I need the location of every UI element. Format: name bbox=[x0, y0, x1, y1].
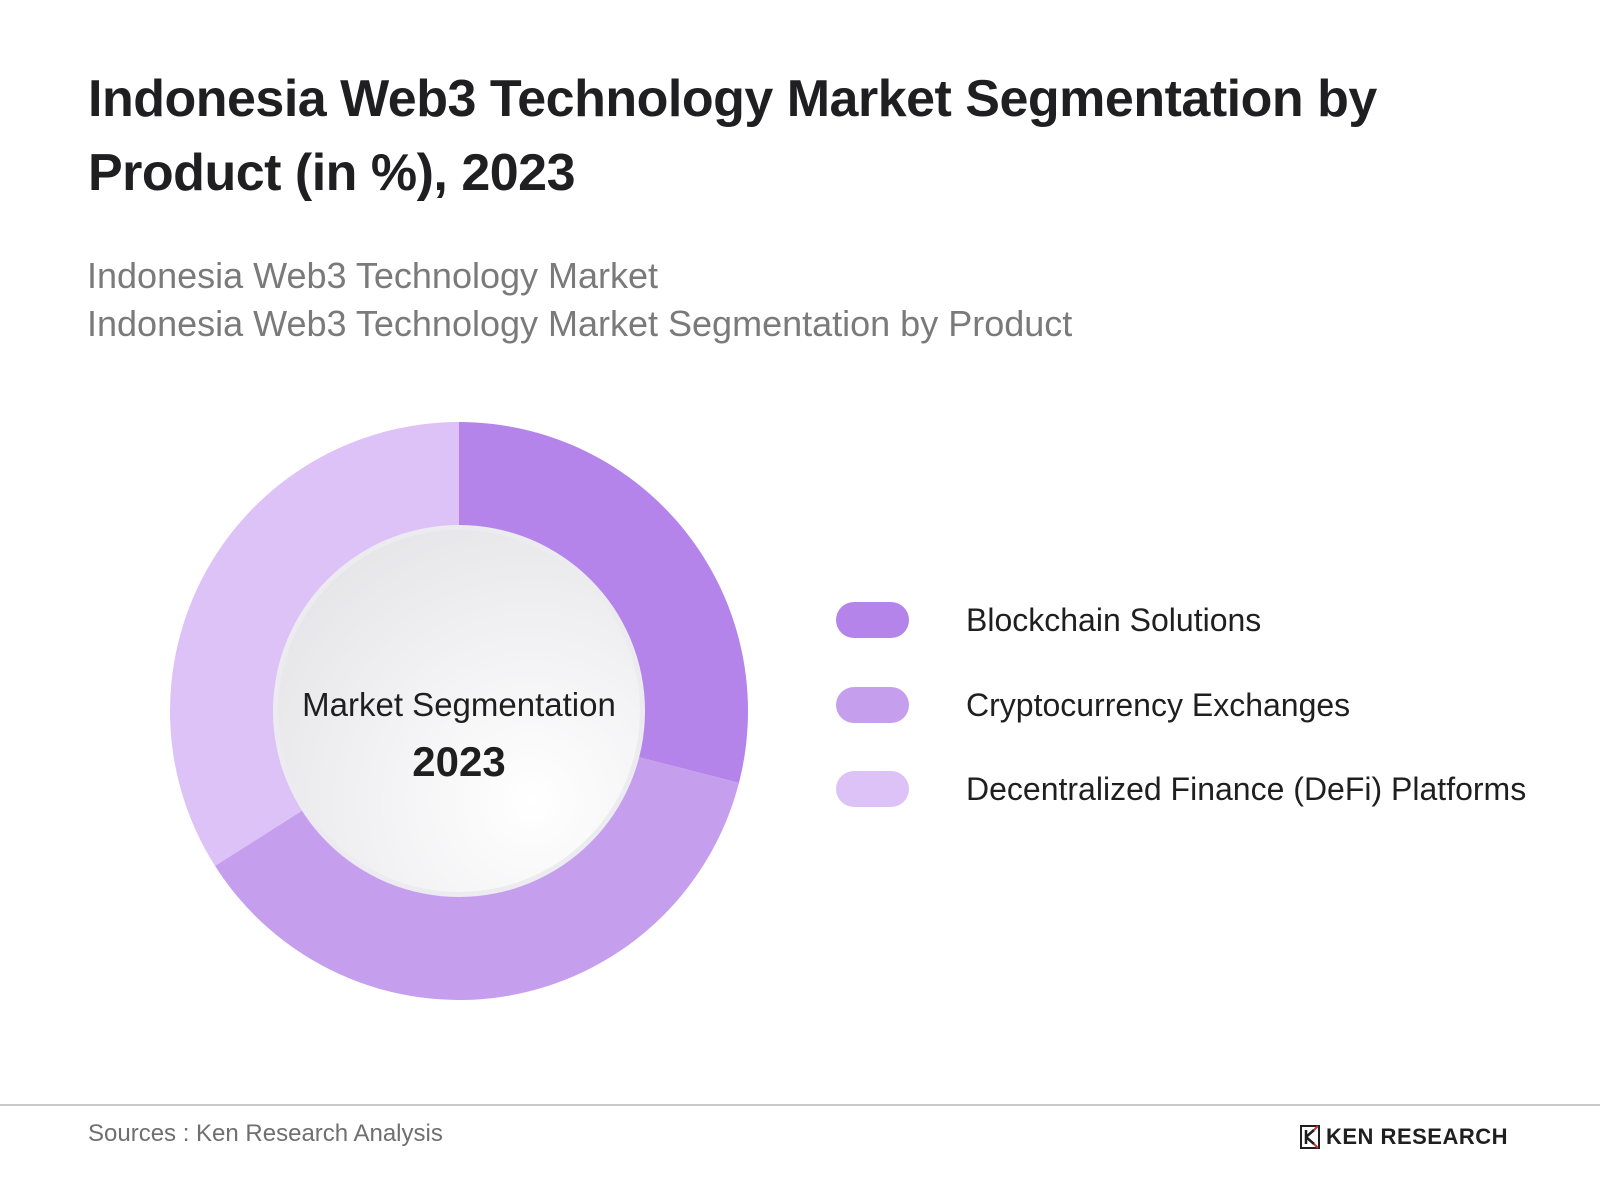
center-label-title: Market Segmentation bbox=[302, 686, 616, 723]
footer-divider bbox=[0, 1104, 1600, 1106]
legend-label: Cryptocurrency Exchanges bbox=[966, 687, 1351, 723]
legend-swatch bbox=[836, 687, 909, 723]
brand-name: KEN RESEARCH bbox=[1326, 1124, 1509, 1149]
center-disc bbox=[278, 530, 640, 892]
legend-swatch bbox=[836, 771, 909, 807]
subtitle-line-2: Indonesia Web3 Technology Market Segment… bbox=[87, 303, 1073, 344]
chart-title: Indonesia Web3 Technology Market Segment… bbox=[88, 70, 1377, 202]
source-note: Sources : Ken Research Analysis bbox=[88, 1120, 443, 1147]
legend-item-defi-platforms: Decentralized Finance (DeFi) Platforms bbox=[836, 769, 1556, 809]
brand-logo: KEN RESEARCH bbox=[1300, 1124, 1508, 1150]
center-label-year: 2023 bbox=[412, 738, 506, 785]
subtitle-line-1: Indonesia Web3 Technology Market bbox=[87, 255, 659, 296]
legend-label: Blockchain Solutions bbox=[966, 602, 1262, 638]
legend-item-blockchain-solutions: Blockchain Solutions bbox=[836, 600, 1556, 640]
legend-item-cryptocurrency-exchanges: Cryptocurrency Exchanges bbox=[836, 685, 1556, 725]
chart-subtitle: Indonesia Web3 Technology Market Indones… bbox=[87, 252, 1072, 348]
legend-label: Decentralized Finance (DeFi) Platforms bbox=[966, 771, 1527, 807]
ken-research-logo-icon bbox=[1300, 1125, 1320, 1149]
legend-swatch bbox=[836, 602, 909, 638]
